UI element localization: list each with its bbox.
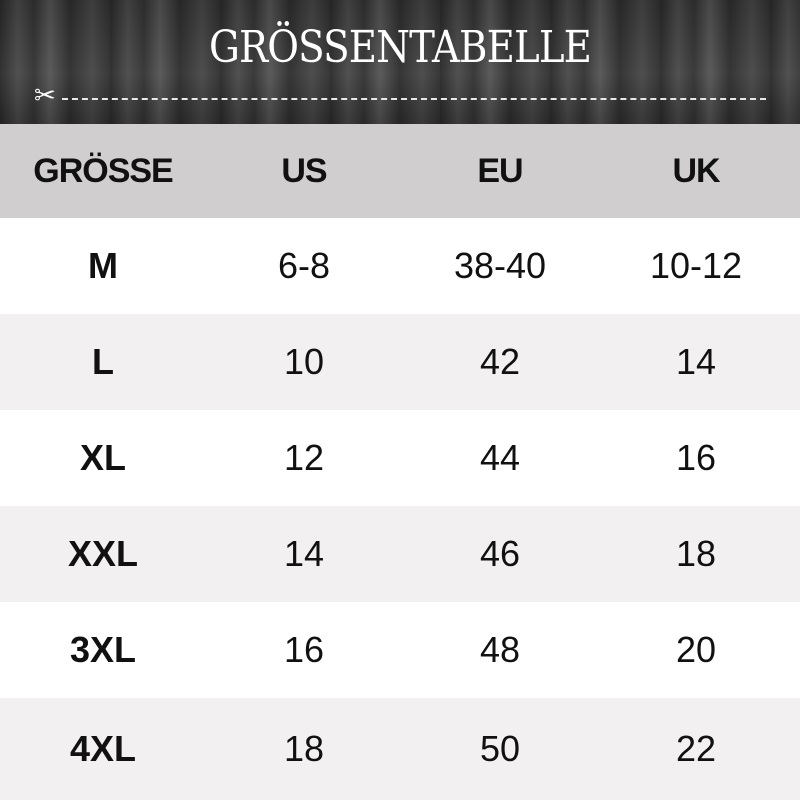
cell-us: 14 [283, 533, 325, 574]
cell-size: XL [79, 437, 126, 478]
cell-uk: 18 [675, 533, 717, 574]
cell-us: 12 [283, 437, 325, 478]
header-uk: UK [672, 151, 720, 190]
table-row: XL 12 44 16 [0, 410, 800, 506]
cell-size: 3XL [69, 629, 137, 670]
table-header: GRÖSSE US EU UK [0, 124, 800, 218]
cell-size: 4XL [69, 728, 137, 769]
page-title: GRÖSSENTABELLE [208, 22, 592, 73]
scissors-icon: ✂ [34, 80, 56, 110]
table-row: 4XL 18 50 22 [0, 698, 800, 800]
cell-us: 16 [283, 629, 325, 670]
cell-eu: 50 [479, 728, 521, 769]
table-row: L 10 42 14 [0, 314, 800, 410]
header-size: GRÖSSE [33, 151, 173, 190]
cell-eu: 42 [479, 341, 521, 382]
cell-eu: 48 [479, 629, 521, 670]
header-us: US [281, 151, 327, 190]
cell-uk: 16 [675, 437, 717, 478]
cell-eu: 44 [479, 437, 521, 478]
header-eu: EU [477, 151, 523, 190]
cell-uk: 22 [675, 728, 717, 769]
cell-size: L [92, 341, 114, 382]
cell-size: XXL [67, 533, 138, 574]
title-banner: GRÖSSENTABELLE ✂ [0, 0, 800, 124]
cell-eu: 38-40 [453, 245, 547, 286]
cell-us: 10 [283, 341, 325, 382]
cell-us: 18 [283, 728, 325, 769]
table-row: 3XL 16 48 20 [0, 602, 800, 698]
table-row: XXL 14 46 18 [0, 506, 800, 602]
table-row: M 6-8 38-40 10-12 [0, 218, 800, 314]
cell-size: M [88, 245, 118, 286]
cut-line: ✂ [34, 82, 766, 108]
dashed-line [62, 98, 766, 100]
cell-uk: 20 [675, 629, 717, 670]
cell-us: 6-8 [277, 245, 331, 286]
cell-uk: 14 [675, 341, 717, 382]
cell-eu: 46 [479, 533, 521, 574]
cell-uk: 10-12 [649, 245, 743, 286]
